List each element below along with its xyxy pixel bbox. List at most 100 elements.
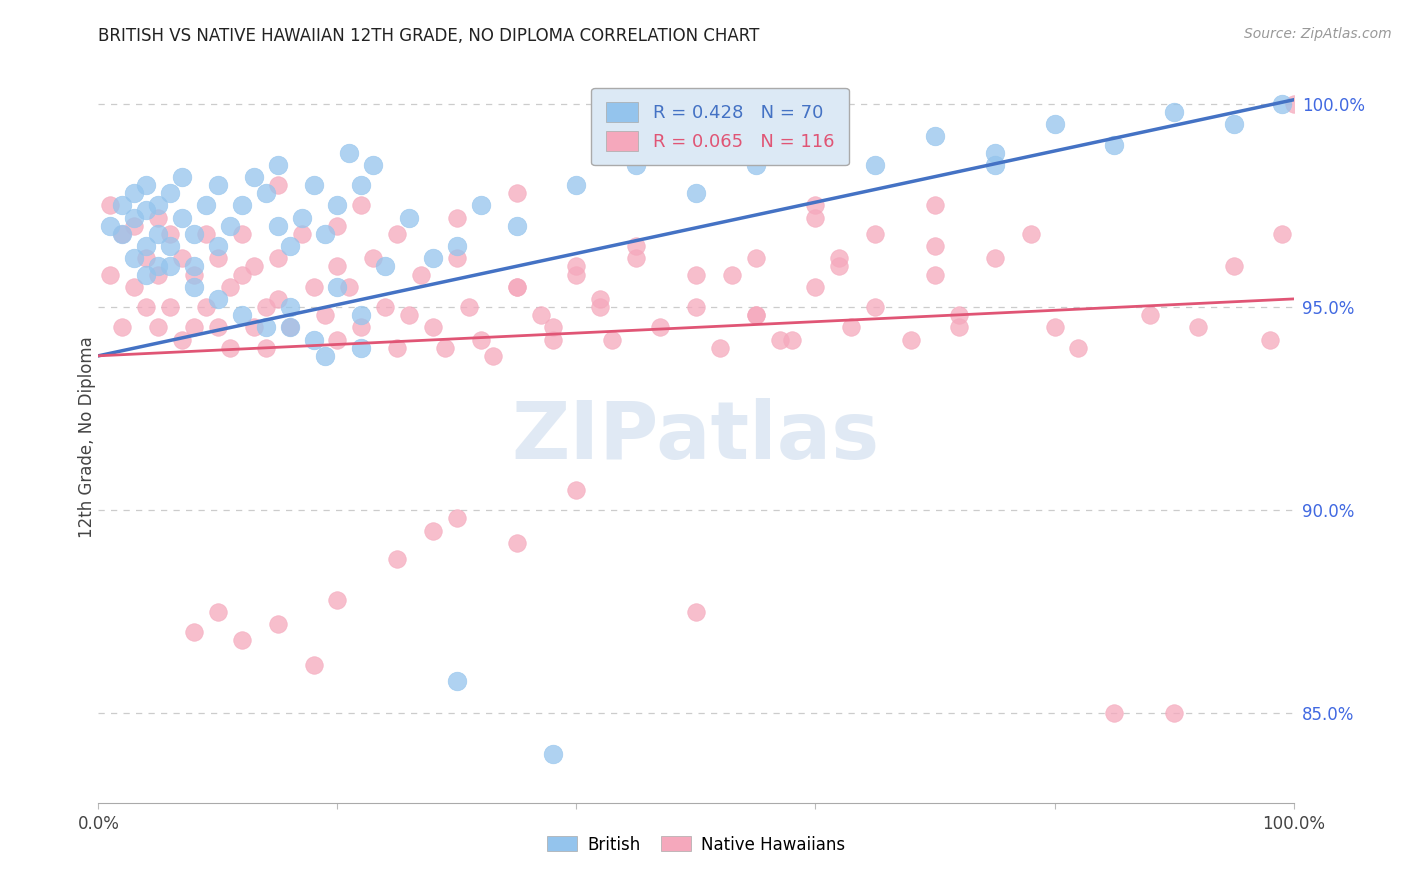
Point (841, 320, 863, 334)
Point (111, 198, 134, 212)
Point (602, 333, 624, 347)
Point (865, 227, 887, 241)
Point (1043, 117, 1066, 131)
Point (159, 260, 181, 274)
Point (135, 178, 157, 193)
Point (267, 617, 290, 632)
Point (278, 239, 301, 253)
Point (254, 320, 277, 334)
Point (124, 211, 146, 225)
Point (506, 535, 529, 549)
Point (1163, 105, 1185, 120)
Point (446, 511, 468, 525)
Point (183, 279, 205, 293)
Point (626, 252, 648, 266)
Point (506, 219, 529, 233)
Point (1271, 96, 1294, 111)
Point (626, 239, 648, 253)
Point (278, 320, 301, 334)
Point (398, 211, 420, 225)
Point (148, 320, 170, 334)
Point (124, 186, 146, 201)
Point (159, 239, 181, 253)
Point (446, 252, 468, 266)
Point (207, 178, 229, 193)
Point (207, 320, 229, 334)
Point (111, 320, 134, 334)
Point (219, 341, 242, 355)
Point (231, 308, 253, 322)
Point (159, 300, 181, 314)
Point (745, 308, 768, 322)
Point (195, 198, 218, 212)
Point (219, 219, 242, 233)
Point (1163, 706, 1185, 721)
Point (148, 260, 170, 274)
Point (446, 211, 468, 225)
Point (124, 279, 146, 293)
Point (243, 320, 266, 334)
Point (195, 227, 218, 241)
Point (350, 178, 373, 193)
Point (207, 252, 229, 266)
Point (924, 268, 946, 282)
Text: BRITISH VS NATIVE HAWAIIAN 12TH GRADE, NO DIPLOMA CORRELATION CHART: BRITISH VS NATIVE HAWAIIAN 12TH GRADE, N… (98, 27, 759, 45)
Point (254, 300, 277, 314)
Point (1271, 227, 1294, 241)
Point (745, 158, 768, 172)
Point (172, 252, 194, 266)
Point (1258, 333, 1281, 347)
Point (302, 657, 325, 672)
Point (231, 268, 253, 282)
Point (685, 300, 707, 314)
Point (98, 268, 122, 282)
Point (148, 198, 170, 212)
Point (1067, 341, 1090, 355)
Point (804, 279, 827, 293)
Point (315, 308, 337, 322)
Point (948, 320, 970, 334)
Point (267, 178, 290, 193)
Point (374, 260, 396, 274)
Point (446, 239, 468, 253)
Point (565, 268, 588, 282)
Point (326, 260, 349, 274)
Point (865, 158, 887, 172)
Point (124, 252, 146, 266)
Point (243, 169, 266, 184)
Point (446, 673, 468, 688)
Point (350, 320, 373, 334)
Point (385, 227, 409, 241)
Point (385, 552, 409, 566)
Legend: British, Native Hawaiians: British, Native Hawaiians (541, 829, 851, 860)
Point (565, 483, 588, 497)
Point (207, 292, 229, 306)
Point (254, 341, 277, 355)
Point (685, 268, 707, 282)
Point (183, 320, 205, 334)
Point (900, 333, 922, 347)
Point (721, 268, 744, 282)
Point (434, 341, 457, 355)
Point (541, 320, 564, 334)
Point (326, 219, 349, 233)
Point (709, 341, 731, 355)
Point (172, 333, 194, 347)
Point (111, 227, 134, 241)
Point (148, 211, 170, 225)
Point (458, 300, 481, 314)
Point (422, 524, 444, 538)
Point (183, 625, 205, 640)
Point (159, 186, 181, 201)
Point (541, 747, 564, 761)
Point (506, 279, 529, 293)
Point (984, 158, 1007, 172)
Point (148, 268, 170, 282)
Point (267, 158, 290, 172)
Point (350, 308, 373, 322)
Point (195, 300, 218, 314)
Point (98, 219, 122, 233)
Point (135, 252, 157, 266)
Point (254, 186, 277, 201)
Point (565, 260, 588, 274)
